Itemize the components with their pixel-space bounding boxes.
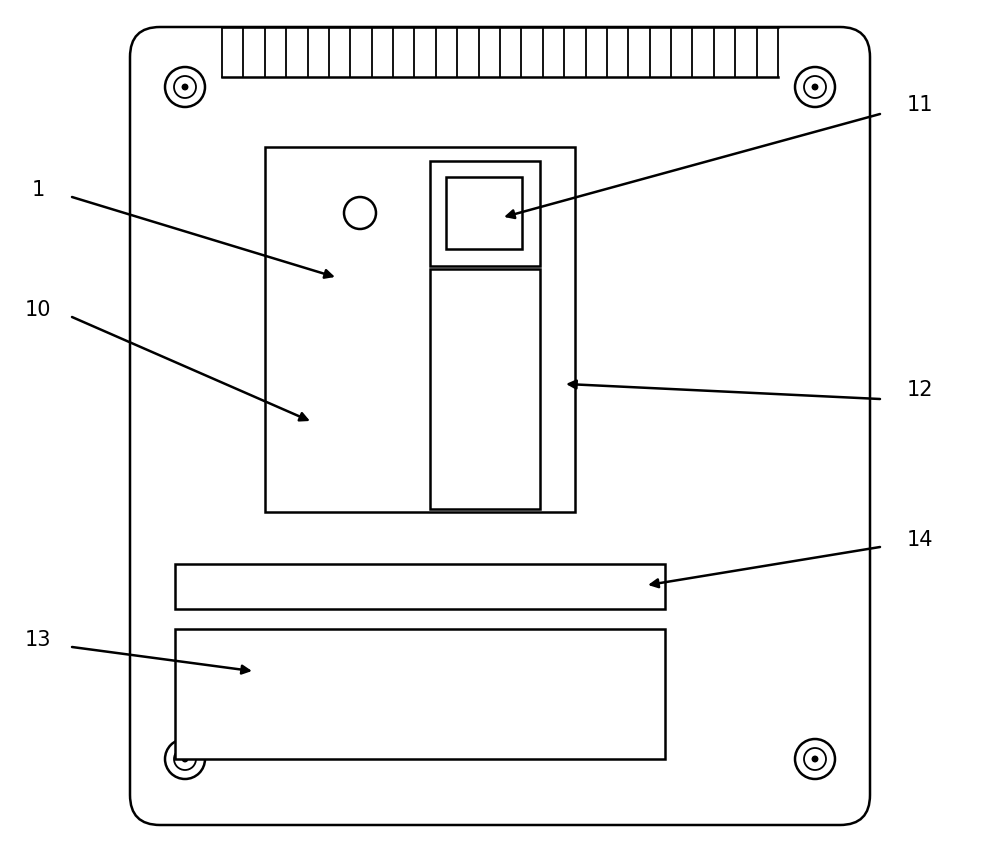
Text: 14: 14 (907, 530, 933, 549)
Bar (175, 565, 665, 609)
Bar (430, 270, 540, 509)
Text: 11: 11 (907, 95, 933, 115)
Text: 1: 1 (31, 180, 45, 200)
Text: 12: 12 (907, 380, 933, 399)
Bar (446, 177, 522, 250)
Circle shape (182, 757, 188, 762)
Bar (265, 148, 575, 513)
Text: 10: 10 (25, 299, 51, 320)
Bar (175, 630, 665, 759)
Circle shape (812, 85, 818, 90)
Text: 13: 13 (25, 630, 51, 649)
Bar (430, 162, 540, 267)
Circle shape (182, 85, 188, 90)
Circle shape (812, 757, 818, 762)
FancyBboxPatch shape (130, 28, 870, 825)
